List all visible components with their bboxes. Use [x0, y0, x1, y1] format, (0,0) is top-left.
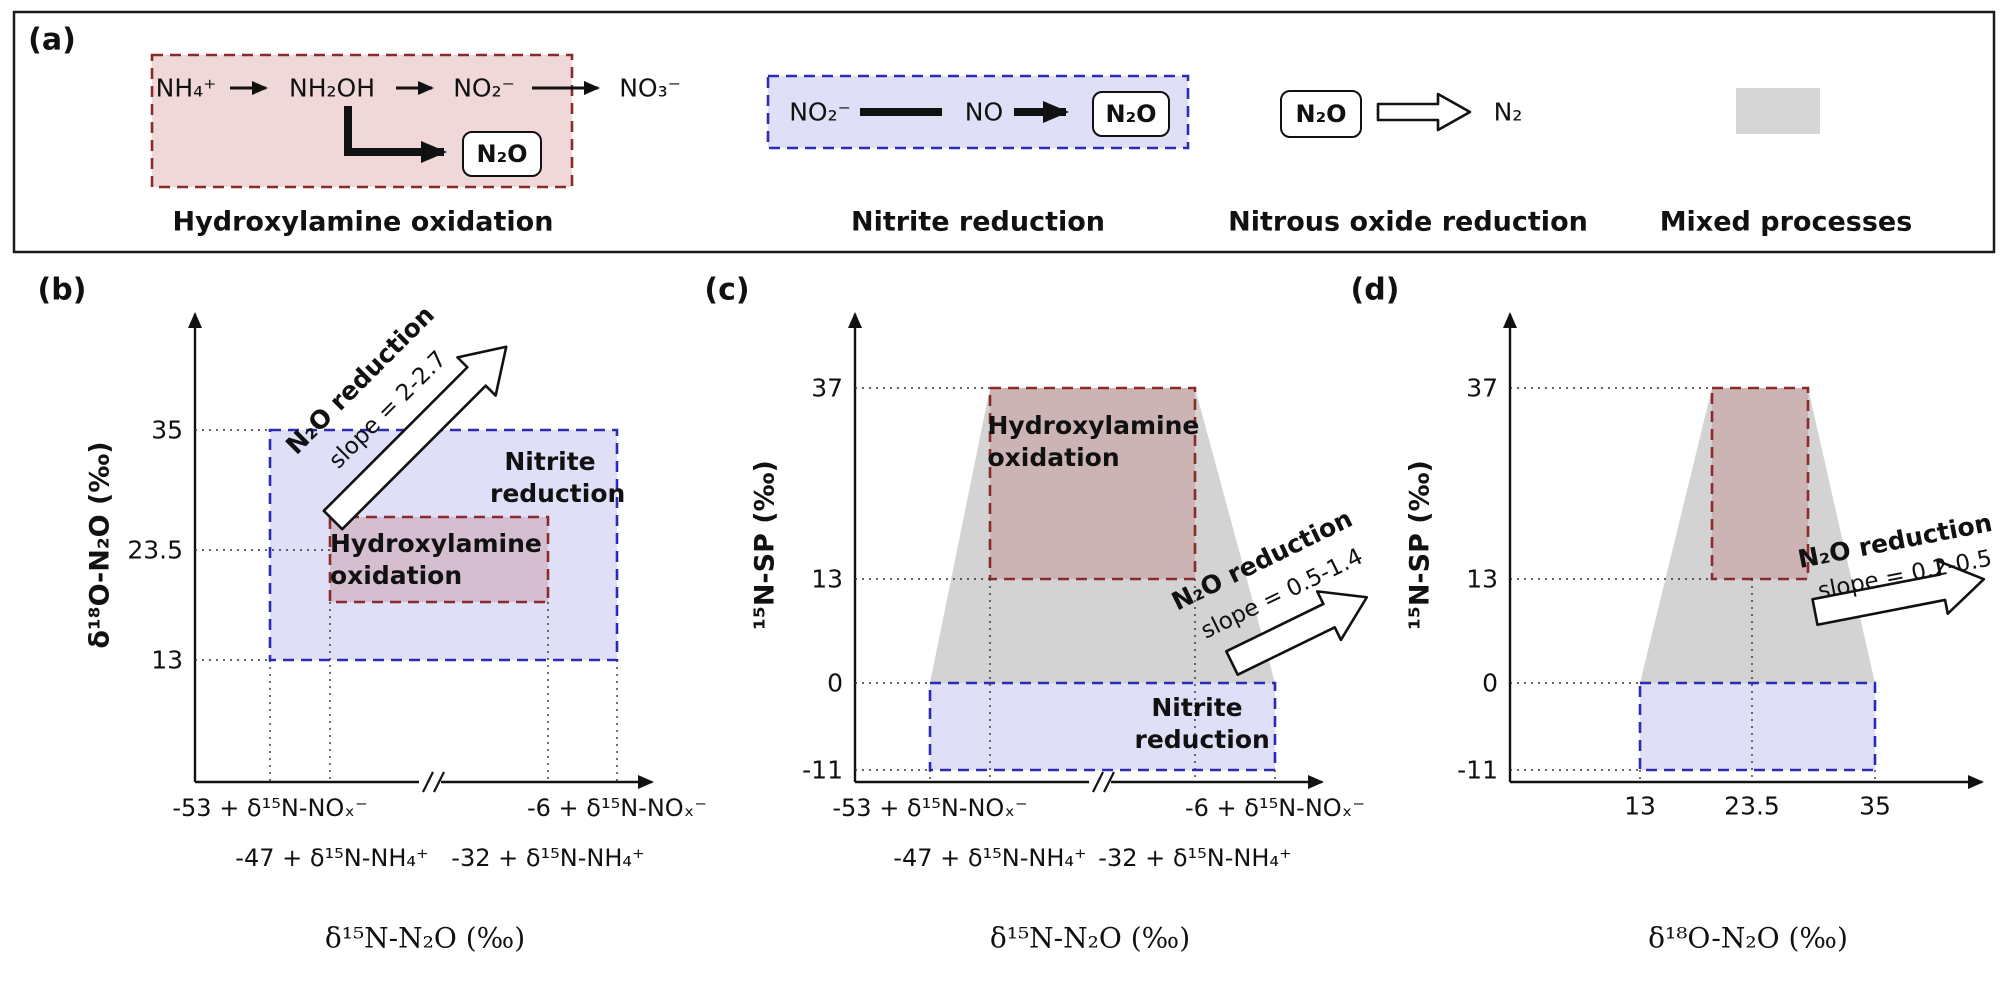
hydroxylamine-oxidation-caption: Hydroxylamine oxidation: [172, 206, 554, 238]
panel-d-nitrite-reduction-region: [1638, 681, 1877, 772]
panel-d-guide-lines: [1510, 387, 1876, 782]
panel-c-x-tick-inner-right: -32 + δ¹⁵N-NH₄⁺: [1098, 844, 1292, 872]
panel-d-x-tick-35: 35: [1859, 791, 1891, 821]
panel-c-y-tick-13: 13: [811, 564, 843, 594]
species-no2: NO₂⁻: [453, 73, 515, 103]
species-no2-nitrite: NO₂⁻: [789, 97, 851, 127]
panel-b-label: (b): [37, 272, 87, 308]
species-nh2oh: NH₂OH: [289, 73, 375, 103]
panel-d-y-tick-13: 13: [1466, 564, 1498, 594]
panel-c-y-tick-neg11: -11: [802, 755, 843, 785]
panel-d-x-tick-23-5: 23.5: [1724, 791, 1780, 821]
panel-b-x-tick-inner-right: -32 + δ¹⁵N-NH₄⁺: [451, 844, 645, 872]
panel-c-guide-lines: [855, 387, 1276, 782]
species-n2: N₂: [1493, 97, 1523, 127]
nitrite-reduction-caption: Nitrite reduction: [850, 206, 1106, 238]
mixed-processes-swatch: [1736, 88, 1820, 134]
panel-b-guide-lines: [195, 429, 618, 782]
panel-d-y-tick-0: 0: [1482, 668, 1498, 698]
panel-d-n2o-reduction-arrow: [1811, 559, 1986, 627]
panel-d-y-tick-neg11: -11: [1457, 755, 1498, 785]
panel-a-label: (a): [28, 22, 76, 58]
panel-c-x-tick-outer-right: -6 + δ¹⁵N-NOₓ⁻: [1185, 794, 1365, 822]
panel-c-nitrite-reduction-label: Nitrite reduction: [1134, 693, 1270, 754]
panel-b-y-tick-13: 13: [151, 645, 183, 675]
panel-c-x-tick-inner-left: -47 + δ¹⁵N-NH₄⁺: [893, 844, 1087, 872]
panel-c-x-tick-outer-left: -53 + δ¹⁵N-NOₓ⁻: [832, 794, 1028, 822]
arrow-n2o-to-n2: [1376, 92, 1472, 132]
panel-b-hydroxylamine-oxidation-label: Hydroxylamine oxidation: [330, 529, 542, 590]
n2o-product-box-nitrite: N₂O: [1092, 91, 1170, 137]
panel-d-y-tick-37: 37: [1466, 373, 1498, 403]
panel-d-x-axis-label: δ¹⁸O-N₂O (‰): [1648, 921, 1848, 955]
panel-c-mixed-processes-region: [930, 388, 1275, 683]
species-nh4: NH₄⁺: [155, 73, 217, 103]
n2o-source-box: N₂O: [1280, 90, 1362, 138]
panel-d-y-axis-label: ¹⁵N-SP (‰): [1404, 460, 1436, 630]
panel-c-n2o-reduction-arrow: [1225, 590, 1369, 676]
panel-b-y-axis-label: δ¹⁸O-N₂O (‰): [84, 441, 116, 649]
panel-c-y-tick-0: 0: [827, 668, 843, 698]
panel-b-x-axis-label: δ¹⁵N-N₂O (‰): [324, 921, 526, 955]
n2o-product-box-hydroxylamine: N₂O: [462, 131, 542, 177]
panel-b-n2o-reduction-arrow: [322, 345, 508, 531]
panel-d-label: (d): [1350, 272, 1400, 308]
panel-c-hydroxylamine-oxidation-label: Hydroxylamine oxidation: [987, 411, 1200, 472]
panel-c-axis-break: [1089, 771, 1115, 793]
panel-b-axis-break: [419, 771, 445, 793]
panel-b-x-tick-inner-left: -47 + δ¹⁵N-NH₄⁺: [235, 844, 429, 872]
panel-c-x-axis-label: δ¹⁵N-N₂O (‰): [989, 921, 1191, 955]
panel-b-x-tick-outer-right: -6 + δ¹⁵N-NOₓ⁻: [527, 794, 707, 822]
panel-d-hydroxylamine-oxidation-region: [1710, 386, 1810, 581]
species-no: NO: [964, 97, 1004, 127]
species-no3: NO₃⁻: [619, 73, 681, 103]
panel-b-x-tick-outer-left: -53 + δ¹⁵N-NOₓ⁻: [172, 794, 368, 822]
panel-b-nitrite-reduction-label: Nitrite reduction: [490, 447, 626, 508]
panel-b-y-tick-23-5: 23.5: [127, 535, 183, 565]
panel-b-nitrite-reduction-region: [268, 428, 619, 662]
panel-c-label: (c): [704, 272, 750, 308]
panel-c-y-axis-label: ¹⁵N-SP (‰): [749, 460, 781, 630]
panel-c-nitrite-reduction-region: [928, 681, 1277, 772]
panel-c-y-tick-37: 37: [811, 373, 843, 403]
panel-d-x-tick-13: 13: [1624, 791, 1656, 821]
panel-b-y-tick-35: 35: [151, 415, 183, 445]
n2o-reduction-caption: Nitrous oxide reduction: [1228, 206, 1588, 238]
panel-c-hydroxylamine-oxidation-region: [988, 386, 1197, 581]
arrow-nh2oh-to-n2o: [344, 106, 447, 163]
panel-a-frame: [12, 10, 1996, 254]
panel-b-hydroxylamine-oxidation-region: [328, 515, 550, 604]
mixed-processes-caption: Mixed processes: [1659, 206, 1913, 238]
